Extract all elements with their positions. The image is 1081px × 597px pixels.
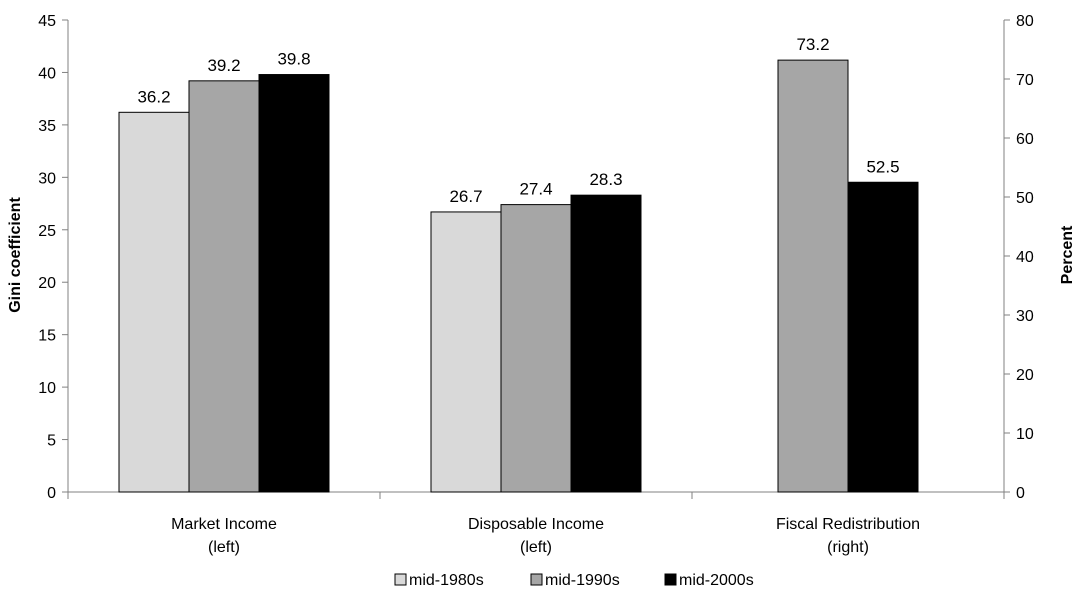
y-tick-label-left: 15 [38, 328, 56, 345]
category-label: Disposable Income [468, 516, 604, 533]
data-labels: 36.2 39.2 39.8 26.7 27.4 28.3 73.2 52.5 [137, 35, 899, 206]
y-tick-label-right: 10 [1016, 426, 1034, 443]
category-label: Market Income [171, 516, 277, 533]
y-tick-label-left: 0 [47, 485, 56, 502]
data-label: 28.3 [589, 170, 622, 189]
y-tick-label-left: 35 [38, 118, 56, 135]
y-tick-label-right: 70 [1016, 72, 1034, 89]
y-tick-label-right: 40 [1016, 249, 1034, 266]
y-axis-title-right: Percent [1059, 225, 1076, 284]
legend: mid-1980s mid-1990s mid-2000s [394, 572, 754, 589]
data-label: 27.4 [519, 180, 552, 199]
y-tick-label-right: 20 [1016, 367, 1034, 384]
y-tick-label-right: 60 [1016, 131, 1034, 148]
legend-label: mid-1980s [409, 572, 484, 589]
category-sublabel: (left) [208, 539, 240, 556]
y-tick-label-right: 0 [1016, 485, 1025, 502]
legend-swatch-mid-1980s [394, 573, 407, 586]
bar-mid-2000s [258, 74, 330, 493]
y-tick-label-left: 45 [38, 13, 56, 30]
bar-mid-2000s [847, 181, 919, 493]
data-label: 36.2 [137, 87, 170, 106]
bar-mid-1980s [430, 211, 502, 493]
data-label: 26.7 [449, 187, 482, 206]
y-tick-label-left: 40 [38, 65, 56, 82]
data-label: 39.8 [277, 50, 310, 69]
y-tick-label-left: 10 [38, 380, 56, 397]
y-tick-label-right: 50 [1016, 190, 1034, 207]
bar-mid-1990s [777, 59, 849, 493]
y-axis-title-left: Gini coefficient [7, 197, 24, 313]
bar-mid-1990s [500, 204, 572, 493]
bar-mid-1990s [188, 80, 260, 493]
y-tick-label-right: 30 [1016, 308, 1034, 325]
data-label: 52.5 [866, 157, 899, 176]
legend-label: mid-1990s [545, 572, 620, 589]
y-tick-label-left: 25 [38, 223, 56, 240]
data-label: 73.2 [796, 35, 829, 54]
bar-mid-2000s [570, 194, 642, 493]
y-tick-label-left: 20 [38, 275, 56, 292]
category-sublabel: (right) [827, 539, 869, 556]
legend-swatch-mid-2000s [664, 573, 677, 586]
bars [118, 59, 919, 493]
legend-label: mid-2000s [679, 572, 754, 589]
data-label: 39.2 [207, 56, 240, 75]
category-sublabel: (left) [520, 539, 552, 556]
y-tick-label-left: 5 [47, 433, 56, 450]
legend-swatch-mid-1990s [530, 573, 543, 586]
category-label: Fiscal Redistribution [776, 516, 920, 533]
bar-mid-1980s [118, 111, 190, 493]
y-tick-label-right: 80 [1016, 13, 1034, 30]
y-tick-label-left: 30 [38, 170, 56, 187]
